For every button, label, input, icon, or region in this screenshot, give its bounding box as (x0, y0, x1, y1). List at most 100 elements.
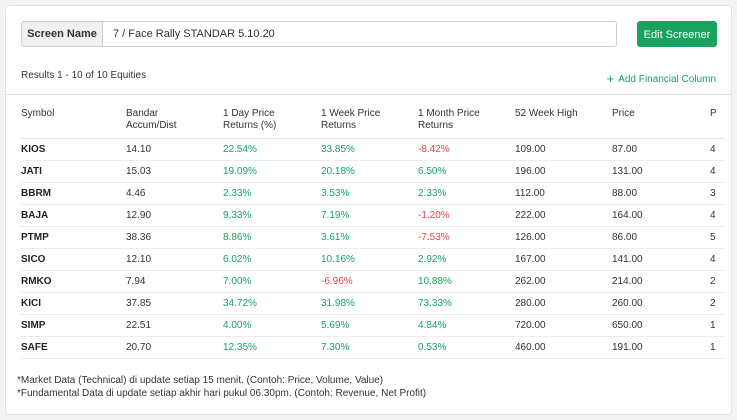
results-table: Symbol Bandar Accum/Dist 1 Day Price Returns… (21, 108, 725, 359)
table-cell: 6.02% (223, 248, 321, 271)
symbol-cell[interactable]: SIMP (21, 314, 126, 337)
table-cell: 87.00 (612, 138, 710, 161)
symbol-cell[interactable]: KICI (21, 292, 126, 315)
table-cell: 2.92% (418, 248, 515, 271)
table-cell: 86.00 (612, 226, 710, 249)
plus-icon: + (606, 71, 615, 86)
column-header[interactable]: Price (612, 108, 710, 139)
table-row[interactable]: SAFE 20.70 12.35% 7.30% 0.53% 460.00 191.00 1 (21, 336, 725, 359)
column-header-label: 52 Week High (515, 108, 578, 119)
footer-notes: *Market Data (Technical) di update setia… (17, 374, 426, 400)
column-header[interactable]: Bandar Accum/Dist (126, 108, 223, 139)
table-cell: 2.33% (418, 182, 515, 205)
screen-name-label: Screen Name (21, 21, 103, 47)
table-cell: 191.00 (612, 336, 710, 359)
symbol-cell[interactable]: RMKO (21, 270, 126, 293)
column-header[interactable]: 1 Week Price Returns (321, 108, 418, 139)
table-cell: 12.90 (126, 204, 223, 227)
table-cell: 10.88% (418, 270, 515, 293)
table-cell: 4 (710, 204, 725, 227)
table-cell: 20.18% (321, 160, 418, 183)
table-row[interactable]: RMKO 7.94 7.00% -6.96% 10.88% 262.00 214.00 2 (21, 270, 725, 293)
table-cell: 4.84% (418, 314, 515, 337)
symbol-cell[interactable]: BAJA (21, 204, 126, 227)
table-cell: 141.00 (612, 248, 710, 271)
table-cell: 109.00 (515, 138, 612, 161)
table-cell: -1.20% (418, 204, 515, 227)
column-header-label: Accum/Dist (126, 120, 177, 131)
add-financial-column-label: Add Financial Column (618, 74, 716, 85)
table-cell: 6.50% (418, 160, 515, 183)
symbol-cell[interactable]: PTMP (21, 226, 126, 249)
column-header-label: 1 Month Price (418, 108, 480, 119)
screen-name-field[interactable]: 7 / Face Rally STANDAR 5.10.20 (102, 21, 617, 47)
add-financial-column-link[interactable]: + Add Financial Column (606, 70, 716, 86)
table-cell: -8.42% (418, 138, 515, 161)
table-cell: 196.00 (515, 160, 612, 183)
table-row[interactable]: JATI 15.03 19.09% 20.18% 6.50% 196.00 131.00 4 (21, 160, 725, 183)
table-cell: 33.85% (321, 138, 418, 161)
table-cell: 4 (710, 160, 725, 183)
table-cell: 112.00 (515, 182, 612, 205)
table-cell: 22.51 (126, 314, 223, 337)
symbol-cell[interactable]: JATI (21, 160, 126, 183)
table-row[interactable]: SICO 12.10 6.02% 10.16% 2.92% 167.00 141.00 4 (21, 248, 725, 271)
column-header[interactable]: 1 Day Price Returns (%) (223, 108, 321, 139)
table-cell: 164.00 (612, 204, 710, 227)
column-header-label: Price (612, 108, 635, 119)
column-header-label: Bandar (126, 108, 159, 119)
table-cell: 650.00 (612, 314, 710, 337)
column-header-label: Symbol (21, 108, 55, 119)
symbol-cell[interactable]: SAFE (21, 336, 126, 359)
table-cell: 88.00 (612, 182, 710, 205)
table-cell: 167.00 (515, 248, 612, 271)
table-cell: -7.53% (418, 226, 515, 249)
table-cell: 20.70 (126, 336, 223, 359)
column-header[interactable]: Symbol (21, 108, 126, 139)
table-cell: 10.16% (321, 248, 418, 271)
table-cell: 37.85 (126, 292, 223, 315)
column-header[interactable]: P (710, 108, 725, 139)
table-cell: 12.35% (223, 336, 321, 359)
table-row[interactable]: KICI 37.85 34.72% 31.98% 73.33% 280.00 260.00 2 (21, 292, 725, 315)
table-cell: 4 (710, 138, 725, 161)
table-cell: 31.98% (321, 292, 418, 315)
table-cell: 4.46 (126, 182, 223, 205)
table-cell: 3.61% (321, 226, 418, 249)
symbol-cell[interactable]: KIOS (21, 138, 126, 161)
table-cell: 222.00 (515, 204, 612, 227)
symbol-cell[interactable]: BBRM (21, 182, 126, 205)
table-row[interactable]: SIMP 22.51 4.00% 5.69% 4.84% 720.00 650.00 1 (21, 314, 725, 337)
results-count: Results 1 - 10 of 10 Equities (21, 70, 147, 81)
screener-panel: Screen Name 7 / Face Rally STANDAR 5.10.… (5, 5, 732, 415)
table-row[interactable]: BAJA 12.90 9.33% 7.19% -1.20% 222.00 164.00 4 (21, 204, 725, 227)
table-header-row: Symbol Bandar Accum/Dist 1 Day Price Returns… (21, 108, 725, 139)
table-cell: 19.09% (223, 160, 321, 183)
table-row[interactable]: KIOS 14.10 22.54% 33.85% -8.42% 109.00 87.00 4 (21, 138, 725, 161)
table-row[interactable]: BBRM 4.46 2.33% 3.53% 2.33% 112.00 88.00 3 (21, 182, 725, 205)
footer-note-market: *Market Data (Technical) di update setia… (17, 375, 384, 386)
table-cell: 9.33% (223, 204, 321, 227)
table-cell: 7.00% (223, 270, 321, 293)
table-cell: 1 (710, 336, 725, 359)
table-cell: 131.00 (612, 160, 710, 183)
table-cell: -6.96% (321, 270, 418, 293)
table-cell: 2 (710, 292, 725, 315)
column-header-label: Returns (321, 120, 357, 131)
table-row[interactable]: PTMP 38.36 8.86% 3.61% -7.53% 126.00 86.00 5 (21, 226, 725, 249)
table-cell: 280.00 (515, 292, 612, 315)
symbol-cell[interactable]: SICO (21, 248, 126, 271)
table-cell: 7.19% (321, 204, 418, 227)
table-cell: 12.10 (126, 248, 223, 271)
table-cell: 7.30% (321, 336, 418, 359)
column-header-label: 1 Day Price (223, 108, 275, 119)
column-header[interactable]: 52 Week High (515, 108, 612, 139)
table-cell: 22.54% (223, 138, 321, 161)
footer-note-fundamental: *Fundamental Data di update setiap akhir… (17, 388, 427, 399)
column-header-label: P (710, 108, 717, 119)
column-header-label: Returns (418, 120, 454, 131)
table-cell: 2 (710, 270, 725, 293)
table-cell: 720.00 (515, 314, 612, 337)
edit-screener-button[interactable]: Edit Screener (637, 21, 717, 47)
column-header[interactable]: 1 Month Price Returns (418, 108, 515, 139)
